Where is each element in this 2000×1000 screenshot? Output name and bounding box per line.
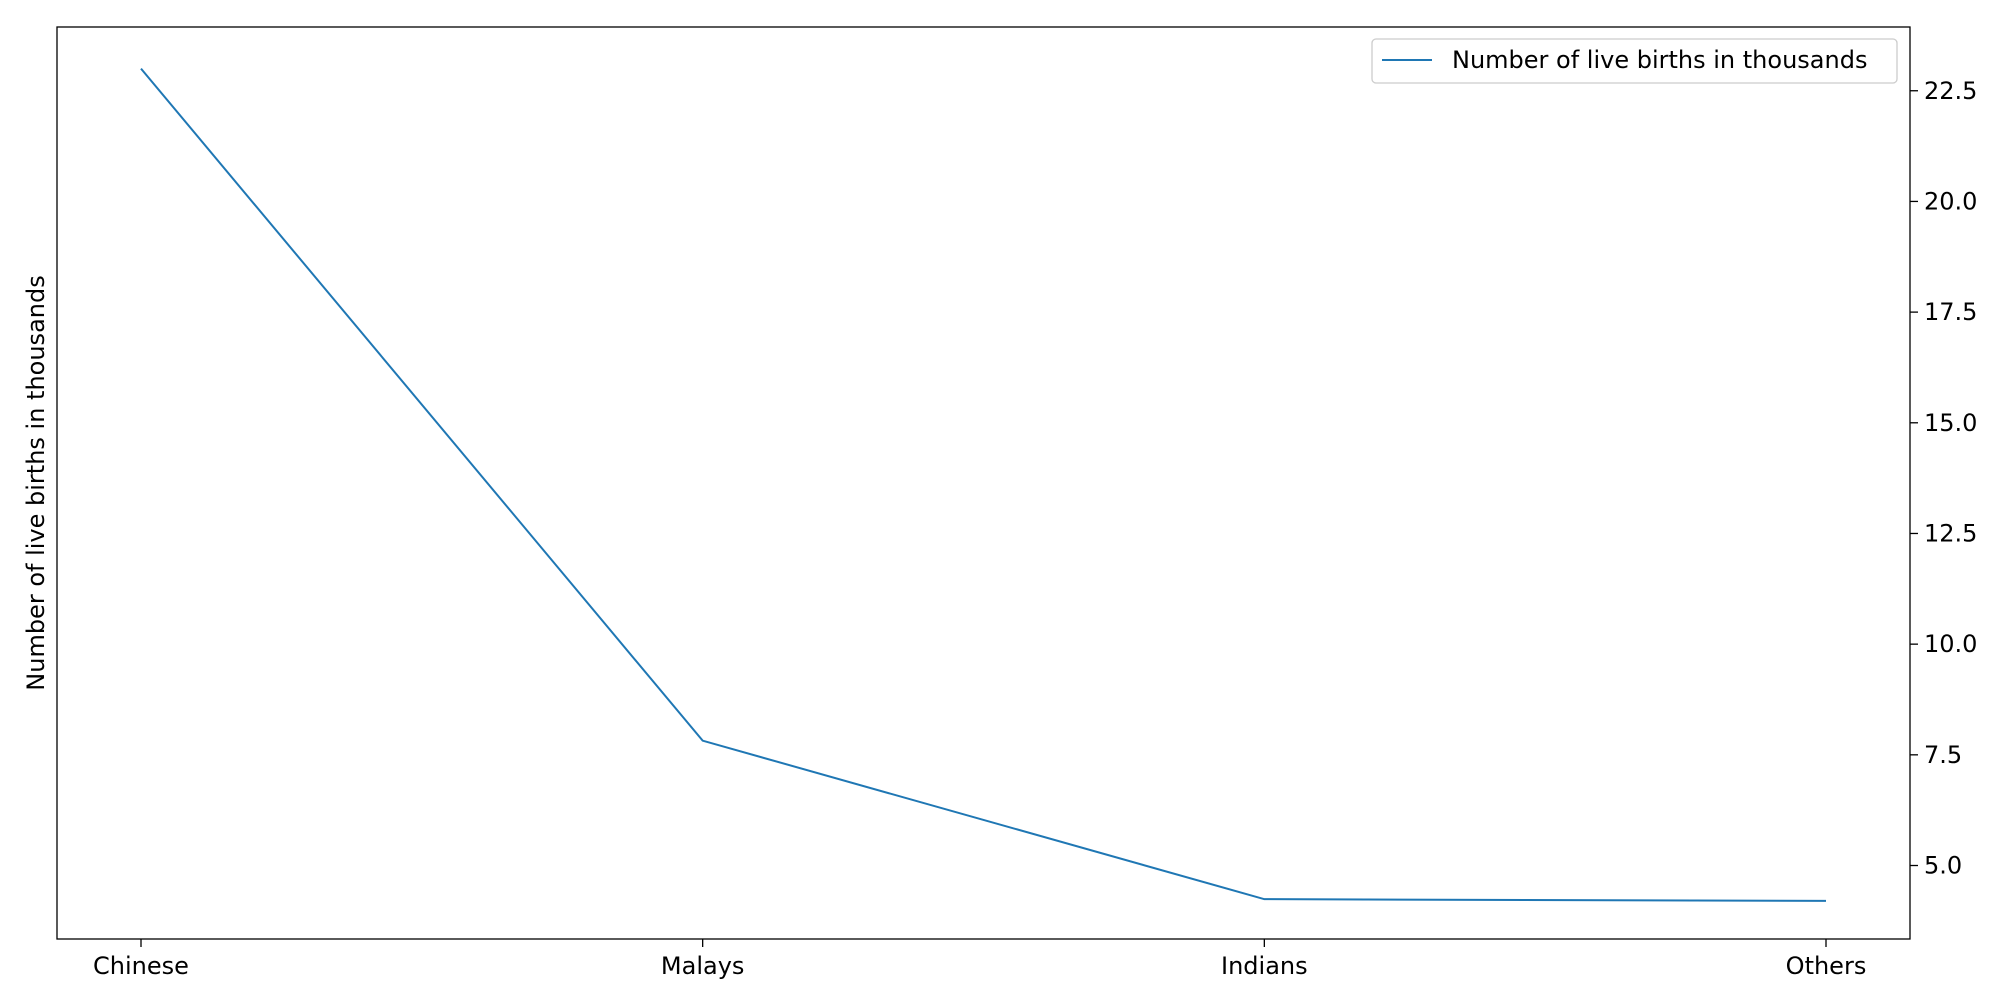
x-tick-label: Others xyxy=(1786,952,1867,980)
legend-box xyxy=(1371,38,1898,84)
series-group xyxy=(140,67,1827,902)
series-line xyxy=(140,67,1827,902)
plot-area xyxy=(56,26,1911,940)
y-tick-label: 20.0 xyxy=(1924,187,1977,215)
x-tick-label: Malays xyxy=(661,952,745,980)
x-tick-label: Chinese xyxy=(93,952,189,980)
y-tick-label: 7.5 xyxy=(1924,741,1962,769)
x-tick-label: Indians xyxy=(1221,952,1308,980)
y-tick-label: 12.5 xyxy=(1924,519,1977,547)
y-tick-label: 10.0 xyxy=(1924,630,1977,658)
legend-label: Number of live births in thousands xyxy=(1452,46,1867,74)
x-axis-ticks: Chinese Malays Indians Others xyxy=(93,939,1866,980)
y-tick-label: 5.0 xyxy=(1924,852,1962,880)
y-tick-label: 15.0 xyxy=(1924,409,1977,437)
y-axis-label: Number of live births in thousands xyxy=(22,275,50,690)
y-tick-label: 17.5 xyxy=(1924,298,1977,326)
y-tick-label: 22.5 xyxy=(1924,77,1977,105)
y-axis-ticks: 5.0 7.5 10.0 12.5 15.0 17.5 20.0 22.5 xyxy=(1910,77,1977,880)
legend: Number of live births in thousands xyxy=(1371,38,1898,84)
